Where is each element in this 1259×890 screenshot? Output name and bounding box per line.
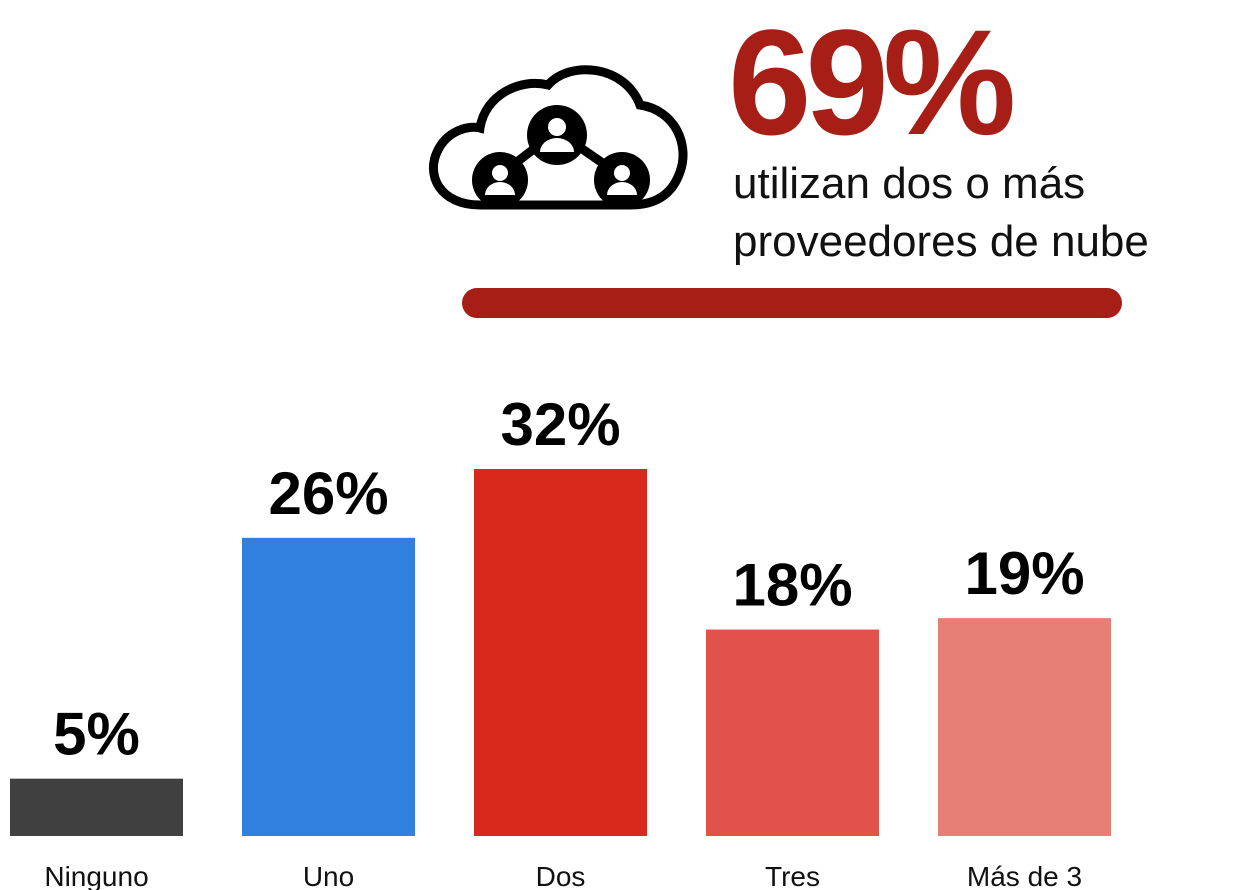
divider <box>462 288 1122 318</box>
category-label: Más de 3 <box>967 861 1082 890</box>
bar <box>938 618 1111 836</box>
category-label: Ninguno <box>44 861 148 890</box>
user-icons <box>472 105 650 208</box>
category-label: Dos <box>536 861 586 890</box>
bar <box>474 469 647 836</box>
category-label: Tres <box>765 861 820 890</box>
bar <box>10 778 183 836</box>
highlight-value: 69% <box>728 0 1013 166</box>
value-label: 5% <box>53 701 140 768</box>
value-label: 32% <box>500 391 620 458</box>
value-label: 18% <box>732 552 852 619</box>
value-label: 26% <box>268 460 388 527</box>
highlight-text: utilizan dos o más <box>733 159 1085 208</box>
bar <box>242 537 415 836</box>
highlight-text: proveedores de nube <box>733 217 1149 266</box>
bar <box>706 629 879 836</box>
category-label: Uno <box>303 861 354 890</box>
value-label: 19% <box>964 540 1084 607</box>
